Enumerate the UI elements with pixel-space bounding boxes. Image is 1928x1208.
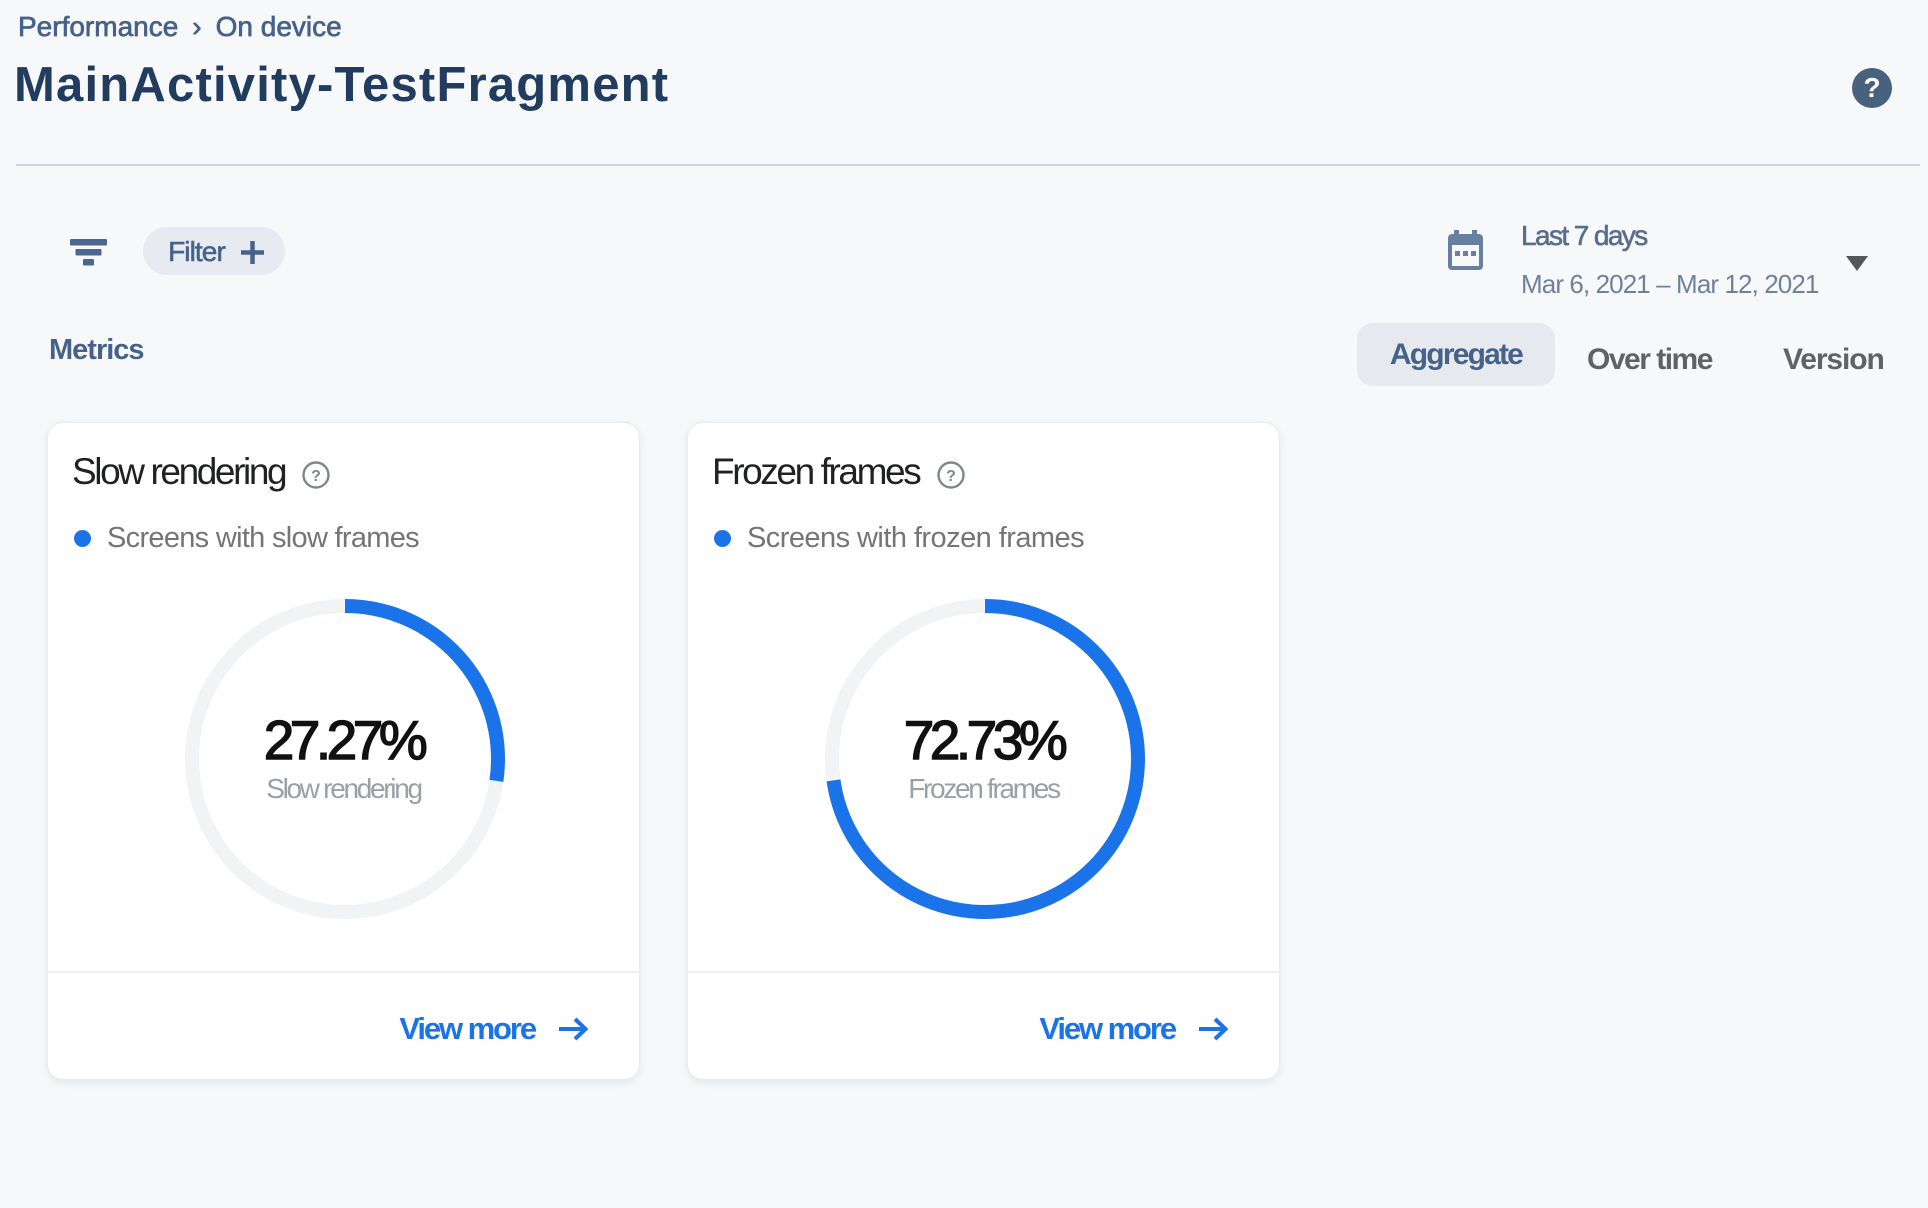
svg-text:?: ? [946, 468, 956, 485]
svg-text:?: ? [311, 468, 321, 485]
